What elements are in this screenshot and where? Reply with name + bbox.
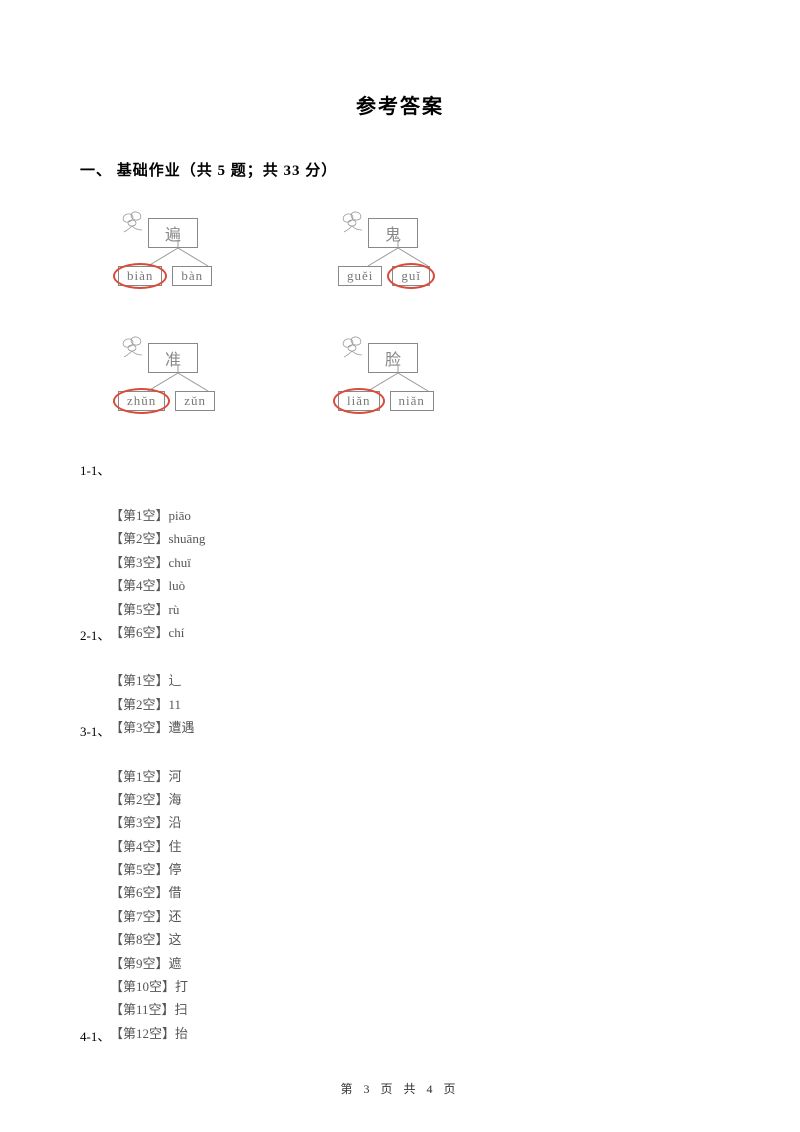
answer-line: 【第2空】shuāng [110, 527, 720, 550]
diagram-row: 准 zhǔn zǔn [110, 335, 720, 425]
answer-line: 【第3空】遭遇 [110, 716, 720, 739]
diagram-bian: 遍 biàn bàn [110, 210, 260, 300]
answer-line: 【第5空】停 [110, 858, 720, 881]
flower-icon [118, 208, 150, 234]
answer-block-q4: 【第1空】河 【第2空】海 【第3空】沿 【第4空】住 【第5空】停 【第6空】… [110, 765, 720, 1046]
answer-line: 【第4空】luò [110, 574, 720, 597]
question-label: 3-1、 [80, 721, 110, 740]
answer-line: 【第4空】住 [110, 835, 720, 858]
pinyin-row: guěi guǐ [338, 266, 430, 286]
answer-block-q3: 【第1空】辶 【第2空】11 【第3空】遭遇 3-1、 [110, 669, 720, 739]
answer-line: 【第2空】海 [110, 788, 720, 811]
answer-line: 【第6空】chí [110, 621, 720, 644]
answer-line: 【第12空】抬 [110, 1022, 720, 1045]
question-label: 2-1、 [80, 625, 110, 644]
answer-line: 【第7空】还 [110, 905, 720, 928]
section-header: 一、 基础作业（共 5 题；共 33 分） [80, 159, 720, 180]
pinyin-option: guěi [338, 266, 382, 286]
flower-icon [118, 333, 150, 359]
diagram-lian: 脸 liǎn niǎn [330, 335, 480, 425]
diagram-row: 遍 biàn bàn [110, 210, 720, 300]
answer-line: 【第8空】这 [110, 928, 720, 951]
diagrams-area: 遍 biàn bàn [110, 210, 720, 425]
answer-line: 【第3空】沿 [110, 811, 720, 834]
flower-icon [338, 208, 370, 234]
answer-line: 【第3空】chuī [110, 551, 720, 574]
page-title: 参考答案 [80, 90, 720, 119]
answer-line: 【第11空】扫 [110, 998, 720, 1021]
answer-line: 【第9空】遮 [110, 952, 720, 975]
pinyin-option: guǐ [392, 266, 430, 286]
pinyin-option: zhǔn [118, 391, 165, 411]
answer-line: 【第5空】rù [110, 598, 720, 621]
answer-line: 【第1空】辶 [110, 669, 720, 692]
pinyin-option: bàn [172, 266, 212, 286]
answer-line: 【第6空】借 [110, 881, 720, 904]
answer-line: 【第1空】河 [110, 765, 720, 788]
question-label: 4-1、 [80, 1026, 110, 1045]
pinyin-row: liǎn niǎn [338, 391, 434, 411]
diagram-zhun: 准 zhǔn zǔn [110, 335, 260, 425]
answer-line: 【第1空】piāo [110, 504, 720, 527]
answer-line: 【第10空】打 [110, 975, 720, 998]
question-label: 1-1、 [80, 460, 720, 479]
pinyin-option: zǔn [175, 391, 215, 411]
pinyin-option: liǎn [338, 391, 380, 411]
page-footer: 第 3 页 共 4 页 [0, 1080, 800, 1097]
flower-icon [338, 333, 370, 359]
answer-block-q2: 【第1空】piāo 【第2空】shuāng 【第3空】chuī 【第4空】luò… [110, 504, 720, 644]
diagram-gui: 鬼 guěi guǐ [330, 210, 480, 300]
pinyin-option: biàn [118, 266, 162, 286]
answer-line: 【第2空】11 [110, 693, 720, 716]
pinyin-row: biàn bàn [118, 266, 212, 286]
pinyin-option: niǎn [390, 391, 434, 411]
pinyin-row: zhǔn zǔn [118, 391, 215, 411]
